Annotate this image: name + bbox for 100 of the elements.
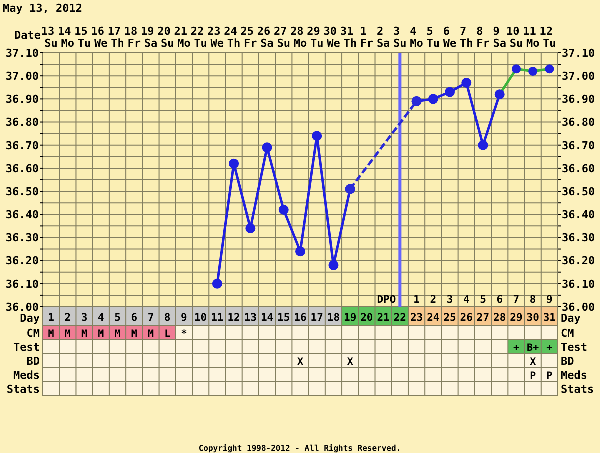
x2-tick-label: 8: [164, 312, 171, 324]
annotation: 7: [513, 294, 520, 306]
text: P: [530, 371, 536, 382]
y-tick-label: 36.40: [6, 208, 39, 222]
category-label: BD: [26, 355, 40, 368]
text: Day: [561, 312, 581, 325]
x2-tick-label: 12: [228, 312, 240, 324]
chart-title: May 13, 2012: [3, 2, 82, 15]
x-tick-label: 25 Fr: [240, 25, 258, 50]
x-tick-label: 5 Tu: [426, 25, 440, 50]
x2-tick-label: 27: [476, 312, 490, 324]
y-tick-label: 36.00: [6, 300, 39, 314]
x2-tick-label: 23: [410, 312, 424, 324]
category-label: Stats: [561, 383, 594, 396]
text: X: [347, 357, 354, 368]
y-tick-label: 36.20: [6, 254, 39, 268]
text: +: [513, 343, 520, 354]
y2-tick-label: 36.10: [562, 278, 596, 291]
x2-tick-label: 14: [260, 312, 274, 324]
y2-tick-label: 36.60: [562, 162, 596, 176]
x-tick-label: 13 Su: [41, 25, 58, 50]
x2-tick-label: 16: [294, 312, 307, 324]
x-tick-label: 7 Th: [460, 25, 474, 50]
x2-tick-label: 11: [211, 312, 224, 324]
y-tick-label: 36.60: [6, 162, 39, 176]
x-tick-label: 28 Mo: [290, 25, 308, 50]
x2-tick-label: 19: [344, 312, 357, 324]
x-tick-label: 21 Mo: [174, 25, 192, 50]
x2-tick-label: 7: [148, 312, 154, 324]
x-tick-label: 29 Tu: [307, 25, 324, 50]
x2-tick-label: 5: [114, 312, 121, 324]
category-label: Meds: [561, 369, 588, 382]
y2-tick-label: 36.50: [562, 185, 596, 198]
x-tick-label: 27 Su: [274, 25, 291, 50]
category-label: CM: [26, 327, 40, 340]
text: X: [530, 357, 536, 368]
annotation: 8: [530, 294, 536, 306]
x-tick-label: 31 Th: [340, 25, 360, 50]
annotation: 3: [446, 294, 454, 306]
y2-tick-label: 37.10: [562, 46, 596, 60]
x2-tick-label: 20: [360, 312, 374, 324]
x2-tick-label: 24: [427, 312, 440, 324]
x-tick-label: 3 Su: [394, 25, 407, 50]
y-tick-label: 36.30: [6, 232, 39, 245]
x2-tick-label: 4: [98, 312, 104, 324]
text: M: [131, 329, 138, 340]
annotation: 2: [430, 294, 437, 306]
y-tick-label: 36.80: [6, 116, 39, 130]
text: M: [114, 329, 121, 340]
x-tick-label: 8 Fr: [476, 25, 490, 50]
category-label: Meds: [14, 369, 40, 382]
text: X: [297, 357, 304, 368]
text: M: [98, 329, 104, 340]
x2-tick-label: 26: [460, 312, 473, 324]
annotation: 4: [463, 294, 470, 306]
x-tick-label: 9 Sa: [493, 25, 506, 50]
x2-tick-label: 1: [48, 312, 54, 324]
annotation: 5: [480, 294, 486, 306]
x2-tick-label: 25: [444, 312, 456, 324]
x2-tick-label: 28: [494, 312, 506, 324]
y-tick-label: 37.10: [6, 46, 39, 60]
text: M: [148, 329, 154, 340]
annotation: 1: [414, 294, 420, 306]
x2-tick-label: 21: [377, 312, 390, 324]
category-label: Test: [14, 341, 40, 354]
x-tick-label: 16 We: [91, 25, 108, 50]
x-tick-label: 6 We: [443, 25, 458, 50]
text: +: [546, 343, 553, 354]
x2-tick-label: 15: [278, 312, 290, 324]
x2-tick-label: 9: [181, 312, 188, 324]
annotation: 9: [546, 294, 553, 306]
x2-tick-label: 18: [327, 312, 340, 324]
x2-axis-title: Day: [20, 312, 40, 325]
category-label: CM: [561, 327, 574, 340]
x-tick-label: 22 Tu: [190, 25, 208, 50]
category-label: Stats: [6, 383, 40, 396]
y-tick-label: 36.70: [6, 139, 39, 152]
text: L: [164, 329, 171, 340]
y2-tick-label: 36.20: [562, 254, 596, 268]
text: Copyright 1998-2012 - All Rights Reserved.: [198, 444, 402, 453]
x-tick-label: 30 We: [324, 25, 341, 50]
x2-tick-label: 30: [526, 312, 540, 324]
x2-tick-label: 29: [510, 312, 523, 324]
x2-tick-label: 3: [81, 312, 88, 324]
text: P: [546, 371, 553, 382]
x-tick-label: 15 Tu: [74, 25, 92, 50]
x-tick-label: 10 Su: [506, 25, 524, 50]
y2-tick-label: 36.00: [562, 300, 596, 314]
x-tick-label: 4 Mo: [410, 25, 424, 50]
x2-tick-label: 6: [131, 312, 138, 324]
ref-line-label: DPO: [377, 294, 396, 306]
x-tick-label: 18 Fr: [124, 25, 142, 50]
y-tick-label: 36.10: [6, 278, 39, 291]
text: B+: [527, 343, 540, 354]
x2-tick-label: 13: [244, 312, 257, 324]
x-tick-label: 2 Sa: [376, 25, 390, 50]
x2-tick-label: 2: [64, 312, 72, 324]
x-tick-label: 1 Fr: [360, 25, 374, 50]
y2-tick-label: 36.90: [562, 93, 596, 106]
text: M: [82, 329, 88, 340]
